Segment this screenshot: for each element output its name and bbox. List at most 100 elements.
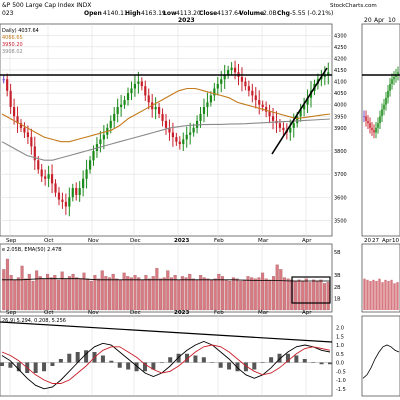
macd-histogram-bar <box>277 353 282 363</box>
high-value: 4163.19 <box>141 10 166 17</box>
volume-bar <box>137 277 141 311</box>
volume-bar <box>60 271 64 311</box>
macd-histogram-bar <box>218 362 223 368</box>
price-tick-label: 3900 <box>334 126 347 132</box>
candle-body <box>265 107 268 112</box>
macd-histogram-bar <box>0 362 4 366</box>
volume-tick-label: 3B <box>334 273 341 279</box>
candle-body <box>144 86 147 96</box>
macd-histogram-bar <box>50 362 55 366</box>
volume-bar <box>42 278 46 311</box>
candle-body <box>40 169 43 177</box>
right-volume-bar <box>363 278 366 310</box>
candle-body <box>230 67 233 70</box>
volume-bar <box>308 282 312 311</box>
right-candle-body <box>375 127 377 133</box>
ma-long-line <box>1 118 331 161</box>
macd-histogram-bar <box>260 362 265 363</box>
right-panel-top-label-3: 10 <box>388 17 396 24</box>
volume-bar <box>202 277 206 311</box>
macd-histogram-bar <box>67 353 72 363</box>
macd-histogram-bar <box>227 362 232 370</box>
right-candle-body <box>367 120 369 124</box>
volume-bar <box>133 275 137 311</box>
volume-highlight-box <box>291 276 331 304</box>
grid-lines <box>0 24 332 396</box>
volume-bar <box>257 277 261 311</box>
macd-histogram-bar <box>319 362 324 365</box>
price-tick-label: 3500 <box>334 218 347 224</box>
right-volume-bar <box>396 282 399 310</box>
candle-body <box>254 95 257 101</box>
macd-histogram-bar <box>294 355 299 363</box>
volume-bar <box>46 273 50 311</box>
candle-body <box>244 81 247 87</box>
candle-body <box>19 123 23 128</box>
volume-bar <box>104 276 108 311</box>
macd-histogram-bar <box>109 360 114 363</box>
volume-bar <box>228 280 232 311</box>
volume-bar <box>293 280 297 311</box>
macd-histogram-bar <box>8 362 13 368</box>
macd-histogram-bar <box>159 362 164 363</box>
macd-tick-label: 0.0 <box>336 361 344 367</box>
volume-tick-label: 1B <box>334 296 341 302</box>
price-tick-label: 4200 <box>334 56 347 62</box>
macd-tick-label: 1.0 <box>336 343 344 349</box>
candle-body <box>16 116 19 124</box>
volume-bar <box>118 279 122 311</box>
volume-bar <box>213 278 217 311</box>
rising-trendline <box>271 67 328 155</box>
volume-bar <box>9 275 13 311</box>
price-tick-label: 4100 <box>334 80 347 86</box>
volume-bar <box>261 272 265 311</box>
price-tick-label: 4300 <box>334 33 347 39</box>
candle-body <box>240 76 244 82</box>
volume-bar <box>20 265 24 311</box>
volume-bar <box>115 278 119 311</box>
price-tick-label: 3600 <box>334 195 347 201</box>
open-label: Open <box>84 10 102 17</box>
candle-body <box>137 81 140 84</box>
candle-body <box>113 113 116 121</box>
macd-histogram-bar <box>33 362 38 373</box>
candle-body <box>12 107 16 117</box>
candle-body <box>50 174 54 184</box>
year-label: 2023 <box>178 17 195 24</box>
macd-panel-label: 26,9) 5.294, 0.208, 5.256 <box>2 318 66 324</box>
candle-body <box>26 132 29 138</box>
volume-bar <box>242 279 246 311</box>
close-label: Close <box>199 10 217 17</box>
right-candle-body <box>397 72 399 75</box>
volume-bar <box>301 280 305 311</box>
volume-bar <box>122 272 126 311</box>
macd-tick-label: -0.5 <box>336 369 346 375</box>
volume-bar <box>297 279 301 311</box>
candle-body <box>123 100 126 105</box>
candle-body <box>202 107 206 114</box>
macd-tick-label: 0.5 <box>336 352 344 358</box>
candle-body <box>9 90 12 108</box>
candle-body <box>64 201 67 207</box>
macd-histogram-bar <box>168 357 173 363</box>
macd-histogram-bar <box>210 362 215 363</box>
volume-bar <box>155 268 159 311</box>
right-side-panel: 20 27 Apr 10 <box>362 66 399 379</box>
macd-histogram-bar <box>252 362 257 370</box>
high-label: High <box>125 10 141 17</box>
right-candle-body <box>365 116 367 121</box>
macd-histogram-bar <box>58 359 63 363</box>
volume-bar <box>67 276 71 311</box>
volume-bar <box>188 273 192 311</box>
close-value: 4137.64 <box>217 10 242 17</box>
macd-tick-label: 2.0 <box>336 326 344 332</box>
candle-body <box>268 111 271 117</box>
candle-body <box>223 74 226 80</box>
candle-body <box>168 127 171 133</box>
candle-body <box>171 132 175 138</box>
candle-body <box>88 160 92 170</box>
macd-histogram-bar <box>134 362 139 372</box>
candle-body <box>296 116 299 124</box>
volume-bar <box>239 280 243 311</box>
candle-body <box>78 188 81 195</box>
